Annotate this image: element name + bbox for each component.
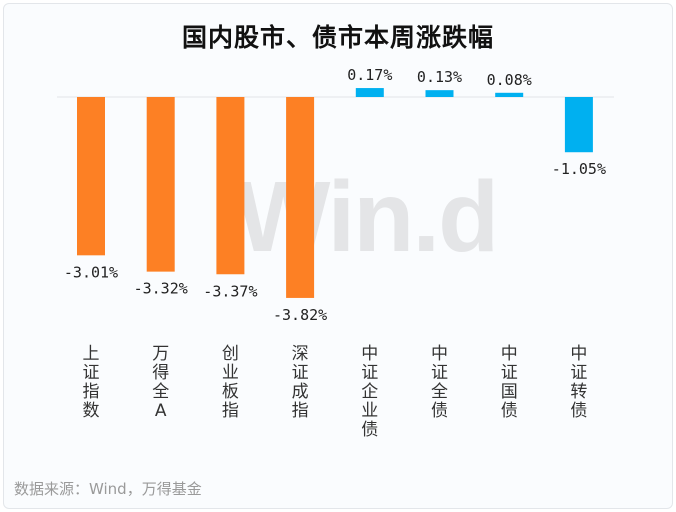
bar [425,90,454,97]
data-label: -3.32% [134,280,188,298]
data-label: -3.01% [64,263,118,281]
bar [495,92,524,97]
category-label: 创业板指 [221,344,239,421]
category-label: 中证转债 [570,344,588,421]
bar [355,88,384,97]
category-label: 中证企业债 [361,344,379,440]
data-label: 0.13% [417,68,462,86]
bar [286,97,315,298]
bar [146,97,175,272]
data-label: 0.17% [347,66,392,84]
data-label: -3.37% [203,282,257,300]
watermark: Win.d [236,161,499,273]
bar [564,97,593,153]
data-label: -3.82% [273,306,327,324]
data-label: 0.08% [487,71,532,89]
chart-frame [3,3,673,509]
category-label: 中证国债 [500,344,518,421]
category-label: 上证指数 [82,344,100,421]
bar [216,97,245,275]
category-label: 中证全债 [431,344,448,421]
data-label: -1.05% [552,160,606,178]
chart-title: 国内股市、债市本周涨跌幅 [181,23,494,52]
bar [77,97,105,256]
category-label: 深证成指 [291,344,309,421]
source-note: 数据来源：Wind，万得基金 [14,480,202,498]
